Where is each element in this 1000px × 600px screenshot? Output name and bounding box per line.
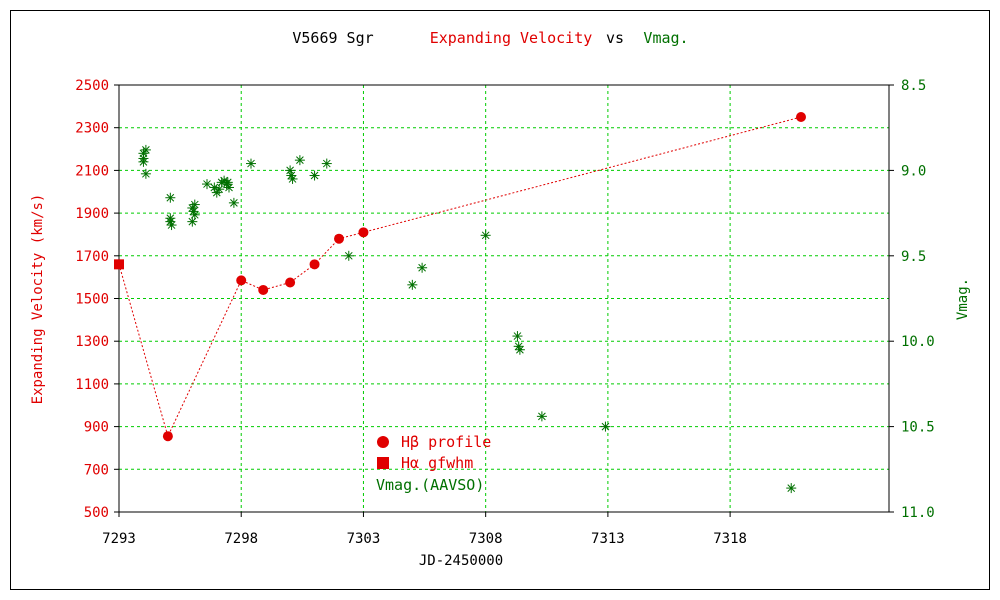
data-marks <box>114 112 806 494</box>
left-tick-label: 1700 <box>75 249 109 265</box>
vmag-point <box>165 192 176 203</box>
halpha-point <box>114 259 124 270</box>
hbeta-point <box>162 431 173 442</box>
left-tick-label: 1300 <box>75 334 109 350</box>
right-tick-label: 10.5 <box>901 420 935 436</box>
hbeta-point <box>258 284 269 295</box>
legend-hbeta-label: Hβ profile <box>401 433 491 451</box>
vmag-point <box>514 344 525 355</box>
vmag-point <box>166 220 177 231</box>
vmag-point <box>309 170 320 181</box>
hbeta-point <box>796 112 806 123</box>
vmag-point <box>480 230 491 241</box>
vmag-point <box>138 156 149 167</box>
x-tick-label: 7303 <box>347 531 381 547</box>
left-axis-ticks: 500 700 900 1100 1300 1500 1700 1900 2100 2300 250… <box>75 78 119 521</box>
vmag-point <box>140 144 151 155</box>
vmag-point <box>202 179 212 190</box>
hbeta-point <box>334 233 344 244</box>
legend-halpha-marker <box>377 457 389 469</box>
vmag-point <box>600 421 611 432</box>
title-velocity: Expanding Velocity <box>430 29 593 47</box>
legend: Hβ profile Hα gfwhm Vmag.(AAVSO) <box>376 433 491 494</box>
right-axis-label: Vmag. <box>955 278 971 320</box>
left-tick-label: 900 <box>84 420 109 436</box>
right-tick-label: 9.5 <box>901 249 926 265</box>
left-tick-label: 1100 <box>75 377 109 393</box>
vmag-point <box>287 173 298 184</box>
vmag-point <box>211 187 222 198</box>
legend-halpha-label: Hα gfwhm <box>401 454 473 472</box>
left-tick-label: 2300 <box>75 121 109 137</box>
x-tick-label: 7313 <box>591 531 625 547</box>
vmag-point <box>187 216 198 227</box>
vmag-point <box>343 250 354 261</box>
hbeta-point <box>358 227 369 238</box>
vmag-point <box>536 411 547 422</box>
vmag-point <box>214 184 225 195</box>
vmag-point <box>228 197 239 208</box>
grid <box>119 85 889 512</box>
velocity-lines <box>118 116 802 438</box>
right-tick-label: 11.0 <box>901 505 935 521</box>
vmag-point <box>246 158 256 169</box>
vmag-point <box>407 279 418 290</box>
left-tick-label: 2500 <box>75 78 109 94</box>
vmag-point <box>512 331 523 342</box>
chart-frame: V5669 Sgr Expanding Velocity vs Vmag. 72… <box>10 10 990 590</box>
x-tick-label: 7298 <box>224 531 258 547</box>
x-axis-ticks: 7293 7298 7303 7308 7313 7318 <box>102 512 747 547</box>
title-vs: vs <box>606 29 624 47</box>
title-object: V5669 Sgr <box>292 29 373 47</box>
right-tick-label: 10.0 <box>901 334 935 350</box>
right-axis-ticks: 8.5 9.0 9.5 10.0 10.5 11.0 <box>889 78 935 521</box>
hbeta-point <box>309 259 320 270</box>
vmag-point <box>189 199 200 210</box>
left-tick-label: 1900 <box>75 206 109 222</box>
vmag-point <box>786 483 797 494</box>
vmag-point <box>321 158 332 169</box>
x-axis-label: JD-2450000 <box>419 553 503 569</box>
legend-hbeta-marker <box>377 436 389 448</box>
left-tick-label: 700 <box>84 462 109 478</box>
left-tick-label: 1500 <box>75 292 109 308</box>
vmag-point <box>294 155 305 166</box>
chart-svg: V5669 Sgr Expanding Velocity vs Vmag. 72… <box>30 29 971 569</box>
x-tick-label: 7318 <box>713 531 747 547</box>
x-tick-label: 7293 <box>102 531 136 547</box>
hbeta-point <box>285 277 296 288</box>
legend-vmag-label: Vmag.(AAVSO) <box>376 476 484 494</box>
velocity-connector-line <box>118 116 802 438</box>
title-vmag: Vmag. <box>643 29 688 47</box>
x-tick-label: 7308 <box>469 531 503 547</box>
hbeta-point <box>236 275 247 286</box>
vmag-point <box>417 262 428 273</box>
left-tick-label: 2100 <box>75 163 109 179</box>
vmag-point <box>219 175 230 186</box>
chart-title: V5669 Sgr Expanding Velocity vs Vmag. <box>292 29 688 47</box>
left-tick-label: 500 <box>84 505 109 521</box>
right-tick-label: 8.5 <box>901 78 926 94</box>
right-tick-label: 9.0 <box>901 163 926 179</box>
left-axis-label: Expanding Velocity (km/s) <box>30 194 46 405</box>
vmag-point <box>189 209 200 220</box>
vmag-point <box>140 168 151 179</box>
